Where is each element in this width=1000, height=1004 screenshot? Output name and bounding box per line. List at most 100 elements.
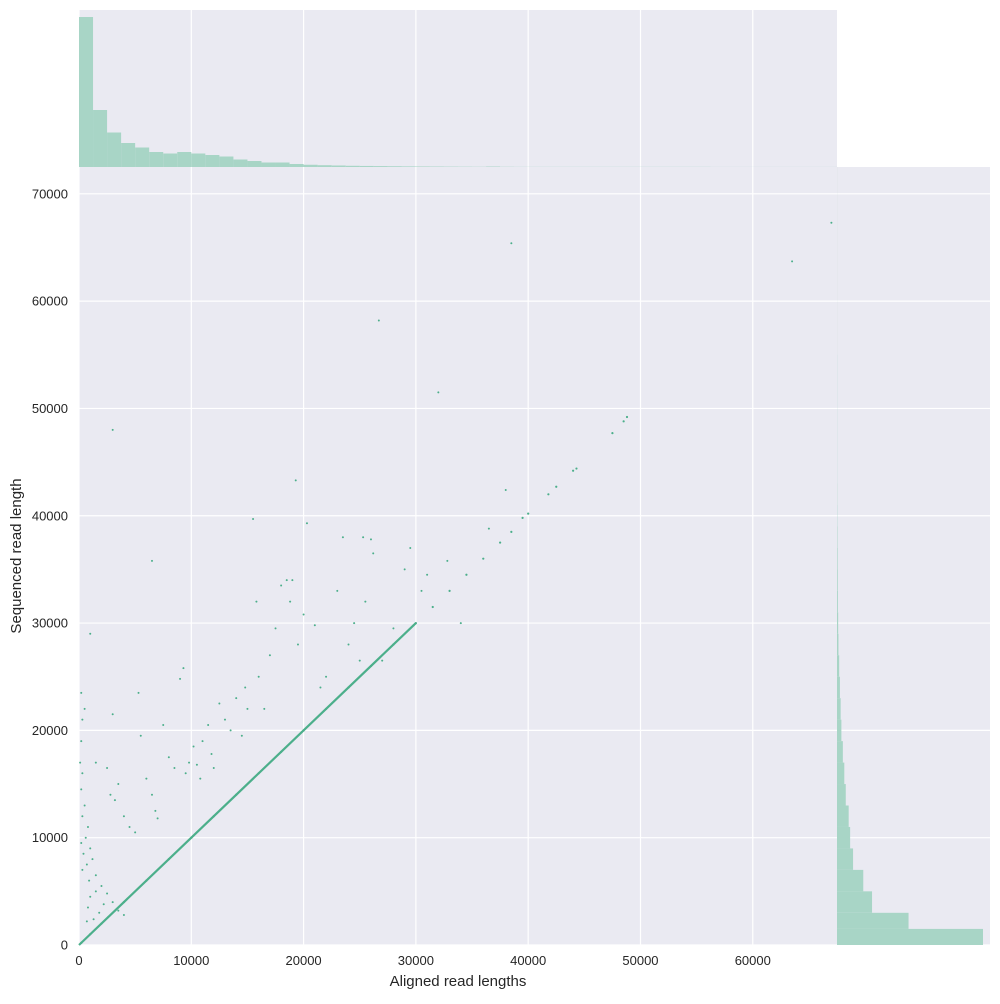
scatter-point <box>611 432 613 434</box>
scatter-point <box>85 837 87 839</box>
scatter-point <box>280 585 282 587</box>
x-tick-label: 20000 <box>286 953 322 968</box>
y-tick-label: 70000 <box>32 186 68 201</box>
scatter-point <box>319 686 321 688</box>
scatter-point <box>114 799 116 801</box>
right-histogram-area <box>837 167 990 945</box>
scatter-point <box>179 678 181 680</box>
scatter-point <box>87 826 89 828</box>
right-hist-bar <box>837 805 849 826</box>
scatter-point <box>103 903 105 905</box>
scatter-point <box>415 622 417 624</box>
right-hist-bar <box>837 569 838 590</box>
scatter-point <box>446 560 448 562</box>
top-hist-bar <box>276 163 290 168</box>
x-tick-label: 30000 <box>398 953 434 968</box>
scatter-point <box>409 547 411 549</box>
x-tick-label: 0 <box>75 953 82 968</box>
scatter-point <box>555 486 557 488</box>
scatter-point <box>154 810 156 812</box>
scatter-point <box>151 560 153 562</box>
scatter-point <box>107 916 109 918</box>
scatter-point <box>269 654 271 656</box>
scatter-point <box>224 719 226 721</box>
scatter-point <box>89 896 91 898</box>
scatter-point <box>572 470 574 472</box>
scatter-point <box>106 892 108 894</box>
scatter-point <box>157 817 159 819</box>
scatter-point <box>830 222 832 224</box>
top-hist-bar <box>374 166 388 167</box>
top-hist-bar <box>318 165 332 167</box>
right-hist-bar <box>837 655 839 676</box>
scatter-point <box>499 541 501 543</box>
scatter-point <box>364 601 366 603</box>
scatter-point <box>347 686 349 688</box>
scatter-point <box>86 864 88 866</box>
scatter-point <box>623 420 625 422</box>
scatter-point <box>258 772 260 774</box>
scatter-point <box>151 794 153 796</box>
right-hist-bar <box>837 677 840 698</box>
top-hist-bar <box>416 166 430 167</box>
scatter-point <box>112 713 114 715</box>
scatter-point <box>437 391 439 393</box>
scatter-point <box>199 778 201 780</box>
scatter-point <box>81 869 83 871</box>
top-hist-bar <box>205 155 219 167</box>
scatter-point <box>95 762 97 764</box>
scatter-point <box>207 724 209 726</box>
scatter-point <box>84 708 86 710</box>
scatter-point <box>372 552 374 554</box>
scatter-point <box>162 724 164 726</box>
scatter-point <box>359 660 361 662</box>
scatter-point <box>426 574 428 576</box>
scatter-point <box>280 751 282 753</box>
top-hist-bar <box>346 166 360 167</box>
scatter-point <box>230 729 232 731</box>
right-hist-bar <box>837 698 841 719</box>
right-hist-bar <box>837 827 850 848</box>
scatter-point <box>370 538 372 540</box>
scatter-point <box>89 933 91 935</box>
scatter-point <box>117 783 119 785</box>
y-tick-label: 50000 <box>32 401 68 416</box>
scatter-point <box>521 517 523 519</box>
scatter-point <box>465 574 467 576</box>
scatter-point <box>123 901 125 903</box>
scatter-point <box>244 686 246 688</box>
right-hist-bar <box>837 612 838 633</box>
scatter-point <box>286 579 288 581</box>
scatter-point <box>123 815 125 817</box>
scatter-point <box>80 788 82 790</box>
scatter-point <box>527 513 529 515</box>
x-tick-label: 60000 <box>735 953 771 968</box>
right-hist-bar <box>837 591 838 612</box>
scatter-point <box>109 794 111 796</box>
scatter-point <box>95 890 97 892</box>
scatter-point <box>168 858 170 860</box>
scatter-point <box>79 762 81 764</box>
top-hist-bar <box>388 166 402 167</box>
y-axis-label: Sequenced read length <box>8 478 25 633</box>
top-hist-bar <box>191 154 205 168</box>
top-hist-bar <box>360 166 374 167</box>
top-hist-bar <box>247 161 261 167</box>
scatter-point <box>134 831 136 833</box>
scatter-point <box>306 522 308 524</box>
scatter-point <box>336 590 338 592</box>
scatter-point <box>106 767 108 769</box>
scatter-point <box>117 910 119 912</box>
scatter-point <box>378 319 380 321</box>
scatter-point <box>211 753 213 755</box>
scatter-point <box>392 627 394 629</box>
scatter-point <box>81 719 83 721</box>
scatter-point <box>235 794 237 796</box>
right-hist-bar <box>837 784 846 805</box>
scatter-point <box>80 942 82 944</box>
scatter-point <box>100 885 102 887</box>
scatter-point <box>302 729 304 731</box>
scatter-point <box>362 536 364 538</box>
scatter-point <box>291 579 293 581</box>
scatter-point <box>303 613 305 615</box>
